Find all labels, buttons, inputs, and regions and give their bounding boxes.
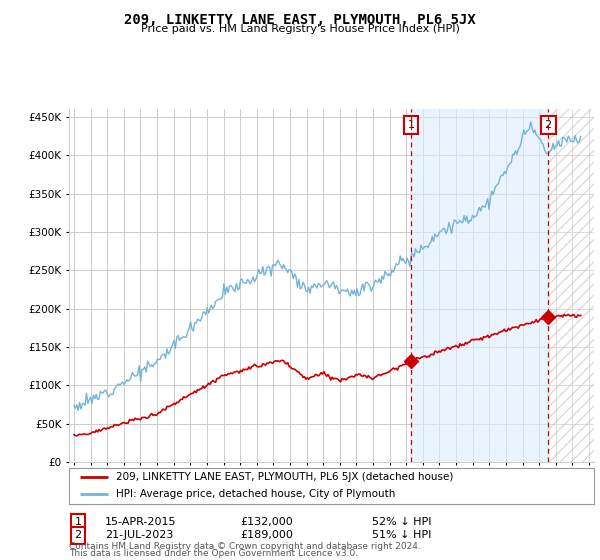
Text: 1: 1 [74,517,82,527]
Text: 209, LINKETTY LANE EAST, PLYMOUTH, PL6 5JX (detached house): 209, LINKETTY LANE EAST, PLYMOUTH, PL6 5… [116,473,454,482]
Text: 21-JUL-2023: 21-JUL-2023 [105,530,173,540]
Text: 51% ↓ HPI: 51% ↓ HPI [372,530,431,540]
Bar [548,109,594,462]
Text: 2: 2 [545,120,552,130]
Text: HPI: Average price, detached house, City of Plymouth: HPI: Average price, detached house, City… [116,489,395,499]
Text: £189,000: £189,000 [240,530,293,540]
Text: 1: 1 [407,120,415,130]
Text: Contains HM Land Registry data © Crown copyright and database right 2024.: Contains HM Land Registry data © Crown c… [69,542,421,551]
Text: 209, LINKETTY LANE EAST, PLYMOUTH, PL6 5JX: 209, LINKETTY LANE EAST, PLYMOUTH, PL6 5… [124,13,476,27]
Text: This data is licensed under the Open Government Licence v3.0.: This data is licensed under the Open Gov… [69,549,358,558]
Text: 52% ↓ HPI: 52% ↓ HPI [372,517,431,527]
Bar [548,109,594,462]
Text: £132,000: £132,000 [240,517,293,527]
Text: Price paid vs. HM Land Registry's House Price Index (HPI): Price paid vs. HM Land Registry's House … [140,24,460,34]
Text: 15-APR-2015: 15-APR-2015 [105,517,176,527]
Bar [411,109,548,462]
Text: 2: 2 [74,530,82,540]
